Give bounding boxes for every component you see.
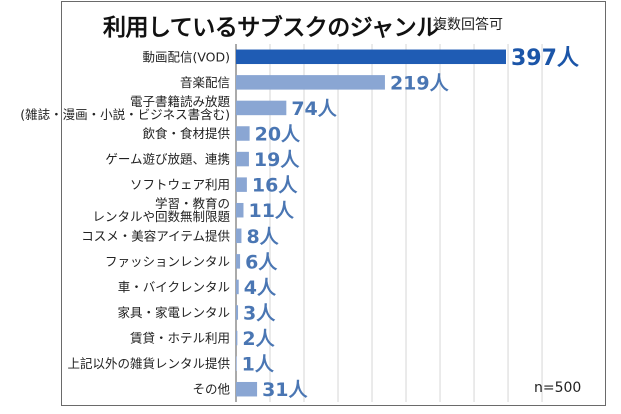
category-label: その他 [192,382,230,397]
bar [236,330,238,346]
category-label: 学習・教育のレンタルや回数無制限題 [92,196,230,224]
bar [236,100,287,116]
bar [236,126,250,141]
value-label: 1人 [242,354,275,376]
chart-subtitle: 複数回答可 [433,17,503,33]
value-label: 19人 [254,149,300,171]
value-label: 3人 [243,303,276,325]
bar [236,356,237,371]
bar [236,151,249,167]
sample-size-note: n=500 [534,380,582,396]
value-label: 2人 [242,328,275,350]
category-label-line: 電子書籍読み放題 [130,94,231,109]
category-label: 電子書籍読み放題(雑誌・漫画・小説・ビジネス書含む) [20,94,230,122]
category-label: ゲーム遊び放題、連携 [105,152,230,167]
category-label: コスメ・美容アイテム提供 [81,228,230,243]
category-label: 賃貸・ホテル利用 [130,331,230,346]
value-label: 6人 [245,251,278,273]
bar [236,279,239,295]
bar [236,177,247,192]
bar [236,305,239,320]
value-label: 4人 [244,277,277,299]
value-label: 20人 [255,124,301,146]
category-label: 音楽配信 [180,75,230,90]
value-label: 74人 [291,98,337,120]
category-label: ファッションレンタル [105,254,230,269]
bar [236,202,244,218]
value-label: 16人 [252,175,298,197]
category-label: 家具・家電レンタル [117,305,230,320]
value-label: 397人 [511,46,579,71]
category-label: 車・バイクレンタル [118,279,230,294]
value-label: 219人 [390,72,450,94]
category-label-line: 学習・教育の [155,196,230,211]
bar [236,75,385,90]
chart-frame [61,1,606,406]
value-label: 31人 [262,379,308,401]
category-label: ソフトウェア利用 [130,177,230,192]
chart-title: 利用しているサブスクのジャンル [103,15,439,41]
category-label: 動画配信(VOD) [142,49,230,64]
category-label: 飲食・食材提供 [142,126,230,141]
bar [236,254,241,269]
bar [236,228,242,244]
value-label: 8人 [246,226,279,248]
bar [236,49,506,65]
bar [236,381,258,397]
category-label: 上記以外の雑貨レンタル提供 [67,356,230,371]
value-label: 11人 [248,200,294,222]
category-label-line: (雑誌・漫画・小説・ビジネス書含む) [20,107,230,122]
category-label-line: レンタルや回数無制限題 [92,209,230,224]
